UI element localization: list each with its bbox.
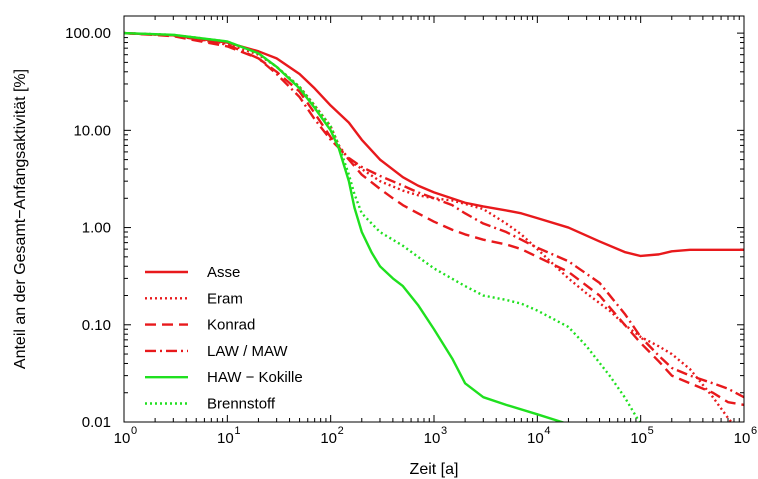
- x-tick-label-exponent: 4: [544, 425, 550, 437]
- series-lines: [124, 31, 744, 422]
- y-tick-label: 10.00: [73, 122, 111, 139]
- x-tick-label-base: 10: [217, 430, 234, 447]
- x-tick-label-exponent: 2: [338, 425, 344, 437]
- x-tick-label-base: 10: [527, 430, 544, 447]
- series-line-5: [124, 31, 641, 422]
- series-line-3: [124, 31, 744, 399]
- x-tick-label-base: 10: [424, 430, 441, 447]
- legend-item: Konrad: [145, 317, 255, 334]
- series-line-4: [124, 31, 566, 422]
- x-tick-label: 10 3: [424, 425, 447, 447]
- y-tick-label: 0.01: [82, 414, 111, 431]
- legend-label: Konrad: [207, 317, 255, 334]
- x-tick-label: 10 6: [734, 425, 757, 447]
- legend-label: HAW − Kokille: [207, 369, 303, 386]
- x-tick-label-exponent: 0: [131, 425, 137, 437]
- legend-item: HAW − Kokille: [145, 369, 303, 386]
- legend-item: Brennstoff: [145, 396, 276, 413]
- x-tick-label: 10 5: [630, 425, 653, 447]
- series-line-0: [124, 31, 744, 258]
- x-tick-label: 10 1: [217, 425, 240, 447]
- x-tick-label-base: 10: [114, 430, 131, 447]
- x-tick-label-exponent: 1: [234, 425, 240, 437]
- series-line-2: [124, 31, 744, 407]
- x-tick-label-exponent: 6: [751, 425, 757, 437]
- y-tick-label: 100.00: [65, 25, 111, 42]
- y-axis-title: Anteil an der Gesamt−Anfangsaktivität [%…: [12, 69, 29, 369]
- x-tick-label-base: 10: [320, 430, 337, 447]
- legend-item: Eram: [145, 290, 243, 307]
- x-tick-label: 10 0: [114, 425, 137, 447]
- axes: 10 0 10 1 10 2 10 3 10 4 10 5 10 6100.0010.001.000.10…: [65, 16, 757, 447]
- legend-label: Asse: [207, 264, 240, 281]
- legend-label: Eram: [207, 290, 243, 307]
- x-tick-label: 10 4: [527, 425, 550, 447]
- x-tick-label-exponent: 5: [648, 425, 654, 437]
- y-tick-label: 0.10: [82, 317, 111, 334]
- x-tick-label: 10 2: [320, 425, 343, 447]
- x-tick-label-base: 10: [734, 430, 751, 447]
- legend-item: Asse: [145, 264, 240, 281]
- x-axis-title: Zeit [a]: [410, 461, 459, 478]
- x-tick-label-base: 10: [630, 430, 647, 447]
- plot-frame: [123, 15, 745, 423]
- legend-item: LAW / MAW: [145, 343, 288, 360]
- legend-label: LAW / MAW: [207, 343, 288, 360]
- y-tick-label: 1.00: [82, 220, 111, 237]
- x-tick-label-exponent: 3: [441, 425, 447, 437]
- legend: Asse Eram Konrad LAW / MAW HAW − Kokille Bren…: [145, 264, 303, 413]
- legend-label: Brennstoff: [207, 396, 276, 413]
